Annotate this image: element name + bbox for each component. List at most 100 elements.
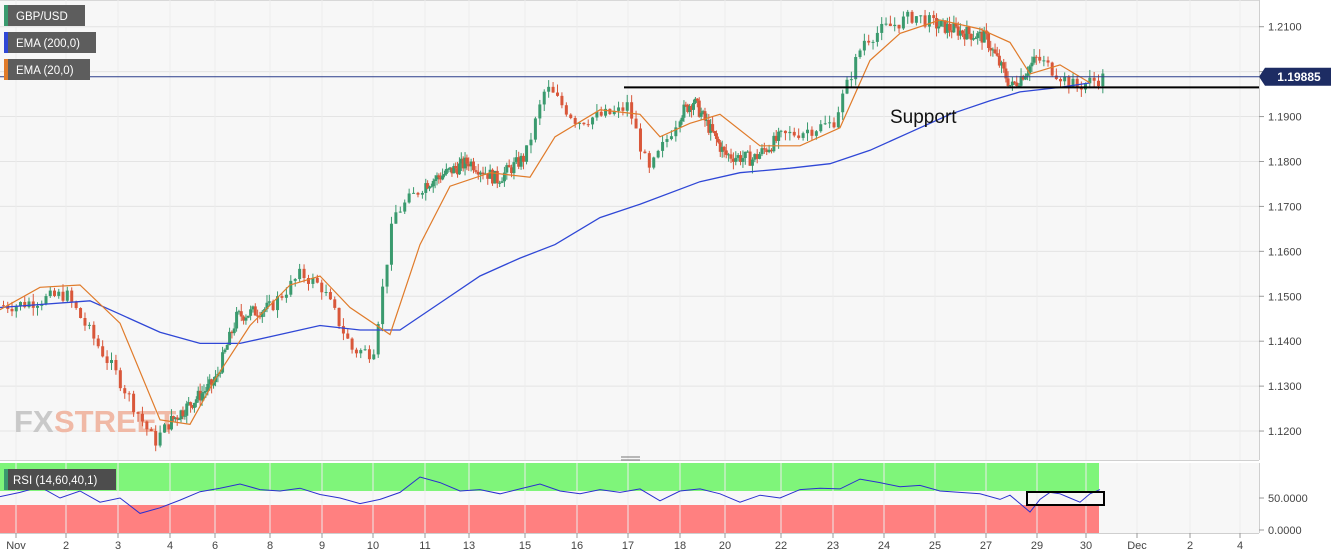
candle (630, 95, 634, 125)
candle-body (841, 93, 845, 113)
candle (27, 297, 31, 309)
candle (191, 405, 194, 410)
candle-body (538, 104, 542, 119)
candle (1000, 60, 1004, 74)
candle-body (79, 308, 83, 319)
candle-body (1023, 75, 1027, 80)
candle-body (703, 111, 707, 121)
candle-body (688, 106, 692, 112)
candle-body (452, 166, 456, 174)
candle (521, 153, 525, 170)
candle-body (181, 410, 185, 417)
candle-body (701, 111, 705, 113)
candle (801, 131, 805, 141)
candle (980, 27, 984, 50)
candle-body (739, 155, 743, 162)
candle-body (880, 23, 884, 33)
candle (249, 305, 253, 321)
candle-body (1000, 62, 1004, 66)
candle-body (914, 16, 918, 23)
candle (647, 150, 651, 174)
candle (893, 17, 897, 32)
candle-body (154, 430, 158, 446)
candle-body (993, 49, 997, 54)
candle-body (709, 124, 713, 133)
x-tick-label: Nov (6, 540, 26, 552)
candle-body (556, 92, 559, 96)
candle (871, 39, 875, 50)
candle-body (884, 23, 888, 25)
candle-body (363, 349, 367, 351)
candle-body (919, 15, 923, 17)
candle-body (943, 20, 947, 33)
candle (452, 163, 456, 174)
candle (500, 177, 504, 184)
candle-body (1075, 78, 1079, 88)
candle-body (251, 306, 255, 310)
candle-body (235, 311, 239, 329)
candle (92, 321, 96, 346)
candle (582, 122, 586, 126)
rsi-oversold-zone (0, 505, 1099, 533)
candle-body (465, 157, 469, 164)
candle (320, 279, 324, 300)
panel-resize-handle[interactable] (621, 456, 640, 461)
candle (311, 273, 315, 289)
candle (758, 151, 762, 160)
candle (1004, 61, 1008, 83)
candle (232, 322, 236, 336)
candle-body (693, 98, 697, 103)
candle-body (591, 117, 595, 125)
legend-symbol-box[interactable] (4, 5, 85, 26)
fxstreet-watermark: FX STREET (14, 404, 176, 439)
candle-body (801, 133, 805, 138)
candle (328, 288, 332, 301)
candle-body (83, 318, 87, 326)
candle (198, 383, 202, 406)
candle (495, 166, 499, 189)
candle-body (525, 145, 529, 162)
candle-body (249, 309, 253, 316)
candle-body (547, 86, 551, 92)
candle (363, 345, 367, 351)
candle (1010, 76, 1014, 91)
candle-body (495, 170, 499, 184)
candle-body (14, 306, 18, 312)
candle (446, 167, 450, 173)
legend-ema200-box[interactable] (4, 32, 96, 53)
candle-body (450, 167, 454, 174)
watermark-fx: FX (14, 404, 54, 439)
candle-body (324, 292, 328, 294)
candle (167, 424, 171, 434)
candle (433, 175, 437, 189)
candle-body (692, 102, 695, 110)
candle (948, 16, 952, 37)
candle-body (505, 165, 509, 173)
ema200-line (0, 82, 1091, 345)
candle (551, 82, 555, 93)
candle (727, 152, 731, 162)
legend-symbol-swatch (4, 5, 8, 26)
candle-body (823, 123, 827, 125)
candle-body (1042, 60, 1046, 62)
candle (832, 117, 836, 129)
candle (772, 132, 776, 153)
candle-body (935, 18, 939, 29)
main-plot-background (0, 0, 1259, 460)
candle (407, 188, 411, 204)
candle (774, 130, 778, 144)
candle (693, 96, 697, 105)
x-tick-label: 20 (719, 540, 731, 552)
candle-body (218, 372, 222, 374)
candle (1006, 71, 1010, 88)
candle-body (647, 153, 651, 168)
candle-body (471, 161, 475, 171)
legend-rsi-box[interactable] (4, 469, 116, 490)
candle-body (758, 154, 762, 159)
candle-body (774, 135, 778, 141)
candle (779, 129, 783, 138)
legend-ema20-box[interactable] (4, 59, 90, 80)
candle (83, 312, 87, 331)
candle-body (755, 154, 759, 159)
